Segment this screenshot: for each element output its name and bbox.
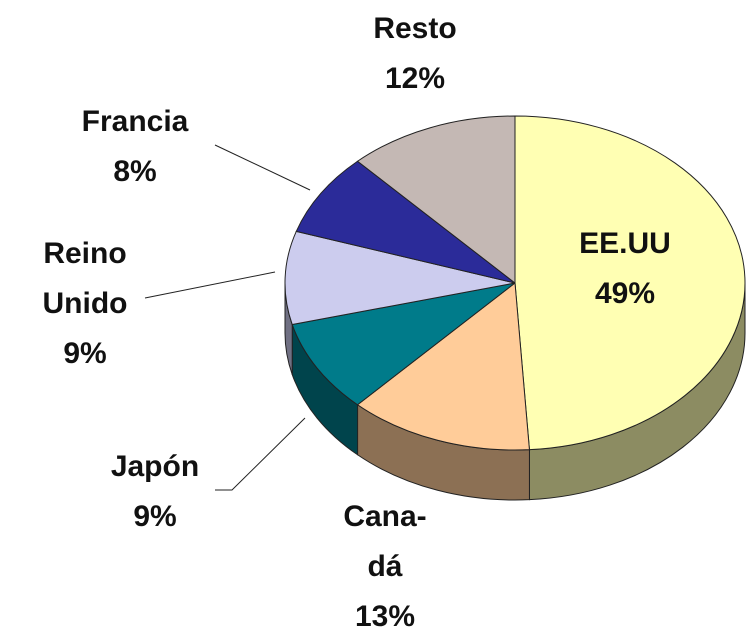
slice-label: Cana-dá — [343, 500, 426, 583]
pie-slice — [356, 282, 530, 451]
value-label: 12% — [385, 62, 445, 95]
value-label: 9% — [133, 500, 176, 533]
leader-line — [144, 271, 276, 299]
value-label: 49% — [595, 277, 655, 310]
pie-slice — [514, 115, 746, 451]
leader-line — [215, 417, 306, 491]
slice-label: EE.UU — [579, 227, 671, 260]
slice-label: Francia — [82, 105, 189, 138]
slice-label: Reino Unido — [43, 237, 128, 320]
slice-label: Resto — [373, 12, 456, 45]
pie-slice — [356, 115, 516, 285]
value-label: 13% — [355, 600, 415, 633]
pie-slice — [291, 282, 516, 406]
value-label: 8% — [113, 155, 156, 188]
value-label: 9% — [63, 337, 106, 370]
slice-label: Japón — [111, 450, 199, 483]
leader-line — [214, 144, 311, 191]
pie-slice — [295, 160, 516, 284]
pie-slice — [284, 230, 516, 326]
